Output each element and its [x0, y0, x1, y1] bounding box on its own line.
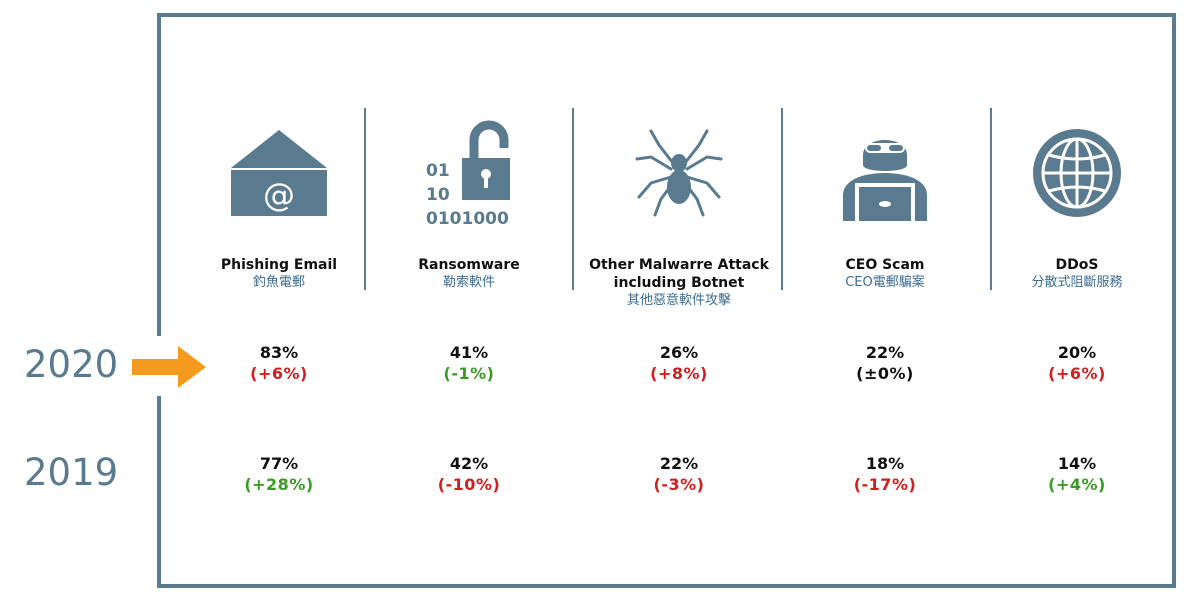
stat-2019-malware: 22% (-3%) [574, 454, 784, 495]
stat-2020-malware: 26% (+8%) [574, 343, 784, 384]
change: (-3%) [653, 475, 705, 494]
unlocked-padlock-icon: 01 10 0101000 [364, 118, 574, 228]
binary-line-2: 10 [426, 185, 450, 205]
hacker-laptop-icon [780, 118, 990, 228]
stat-2020-ransomware: 41% (-1%) [364, 343, 574, 384]
binary-line-1: 01 [426, 161, 450, 181]
column-divider [364, 108, 366, 290]
globe-icon [972, 118, 1182, 228]
column-divider [781, 108, 783, 290]
envelope-icon: @ [174, 118, 384, 228]
stat-2019-ceo-scam: 18% (-17%) [780, 454, 990, 495]
stat-2020-ceo-scam: 22% (±0%) [780, 343, 990, 384]
category-title-zh: 勒索軟件 [442, 275, 495, 290]
stat-2019-ddos: 14% (+4%) [972, 454, 1182, 495]
change: (-1%) [443, 364, 495, 383]
stat-2020-phishing: 83% (+6%) [174, 343, 384, 384]
change: (+8%) [650, 364, 708, 383]
percentage: 22% [659, 454, 699, 473]
category-title: Ransomware [418, 257, 520, 273]
category-title: Other Malwarre Attack [589, 257, 769, 273]
change: (-17%) [853, 475, 917, 494]
percentage: 41% [449, 343, 489, 362]
binary-line-3: 0101000 [426, 209, 509, 228]
change: (+4%) [1048, 475, 1106, 494]
content-frame [157, 13, 1176, 588]
change: (+28%) [244, 475, 314, 494]
percentage: 77% [259, 454, 299, 473]
stat-2019-ransomware: 42% (-10%) [364, 454, 574, 495]
column-divider [990, 108, 992, 290]
percentage: 42% [449, 454, 489, 473]
category-title: DDoS [1055, 257, 1099, 273]
change: (+6%) [1048, 364, 1106, 383]
category-title-line-2: including Botnet [613, 275, 745, 291]
percentage: 22% [865, 343, 905, 362]
change: (+6%) [250, 364, 308, 383]
category-title-zh: CEO電郵騙案 [845, 275, 925, 290]
column-ceo-scam: CEO Scam CEO電郵騙案 [780, 256, 990, 292]
category-title: Phishing Email [220, 257, 338, 273]
column-divider [572, 108, 574, 290]
percentage: 14% [1057, 454, 1097, 473]
svg-text:@: @ [263, 176, 295, 214]
year-2019-label: 2019 [24, 451, 119, 494]
column-ddos: DDoS 分散式阻斷服務 [972, 256, 1182, 292]
percentage: 83% [259, 343, 299, 362]
category-title-zh: 分散式阻斷服務 [1031, 275, 1123, 290]
category-title: CEO Scam [845, 257, 925, 273]
orange-arrow-icon [132, 346, 206, 388]
column-other-malware: Other Malwarre Attack including Botnet 其… [574, 256, 784, 310]
percentage: 20% [1057, 343, 1097, 362]
stat-2020-ddos: 20% (+6%) [972, 343, 1182, 384]
percentage: 18% [865, 454, 905, 473]
change: (±0%) [856, 364, 914, 383]
change: (-10%) [437, 475, 501, 494]
column-phishing-email: Phishing Email 釣魚電郵 [174, 256, 384, 292]
spider-icon [574, 118, 784, 228]
category-title-zh: 釣魚電郵 [252, 275, 305, 290]
stat-2019-phishing: 77% (+28%) [174, 454, 384, 495]
percentage: 26% [659, 343, 699, 362]
year-2020-label: 2020 [24, 343, 119, 386]
column-ransomware: Ransomware 勒索軟件 [364, 256, 574, 292]
category-title-zh: 其他惡意軟件攻擊 [626, 293, 731, 308]
